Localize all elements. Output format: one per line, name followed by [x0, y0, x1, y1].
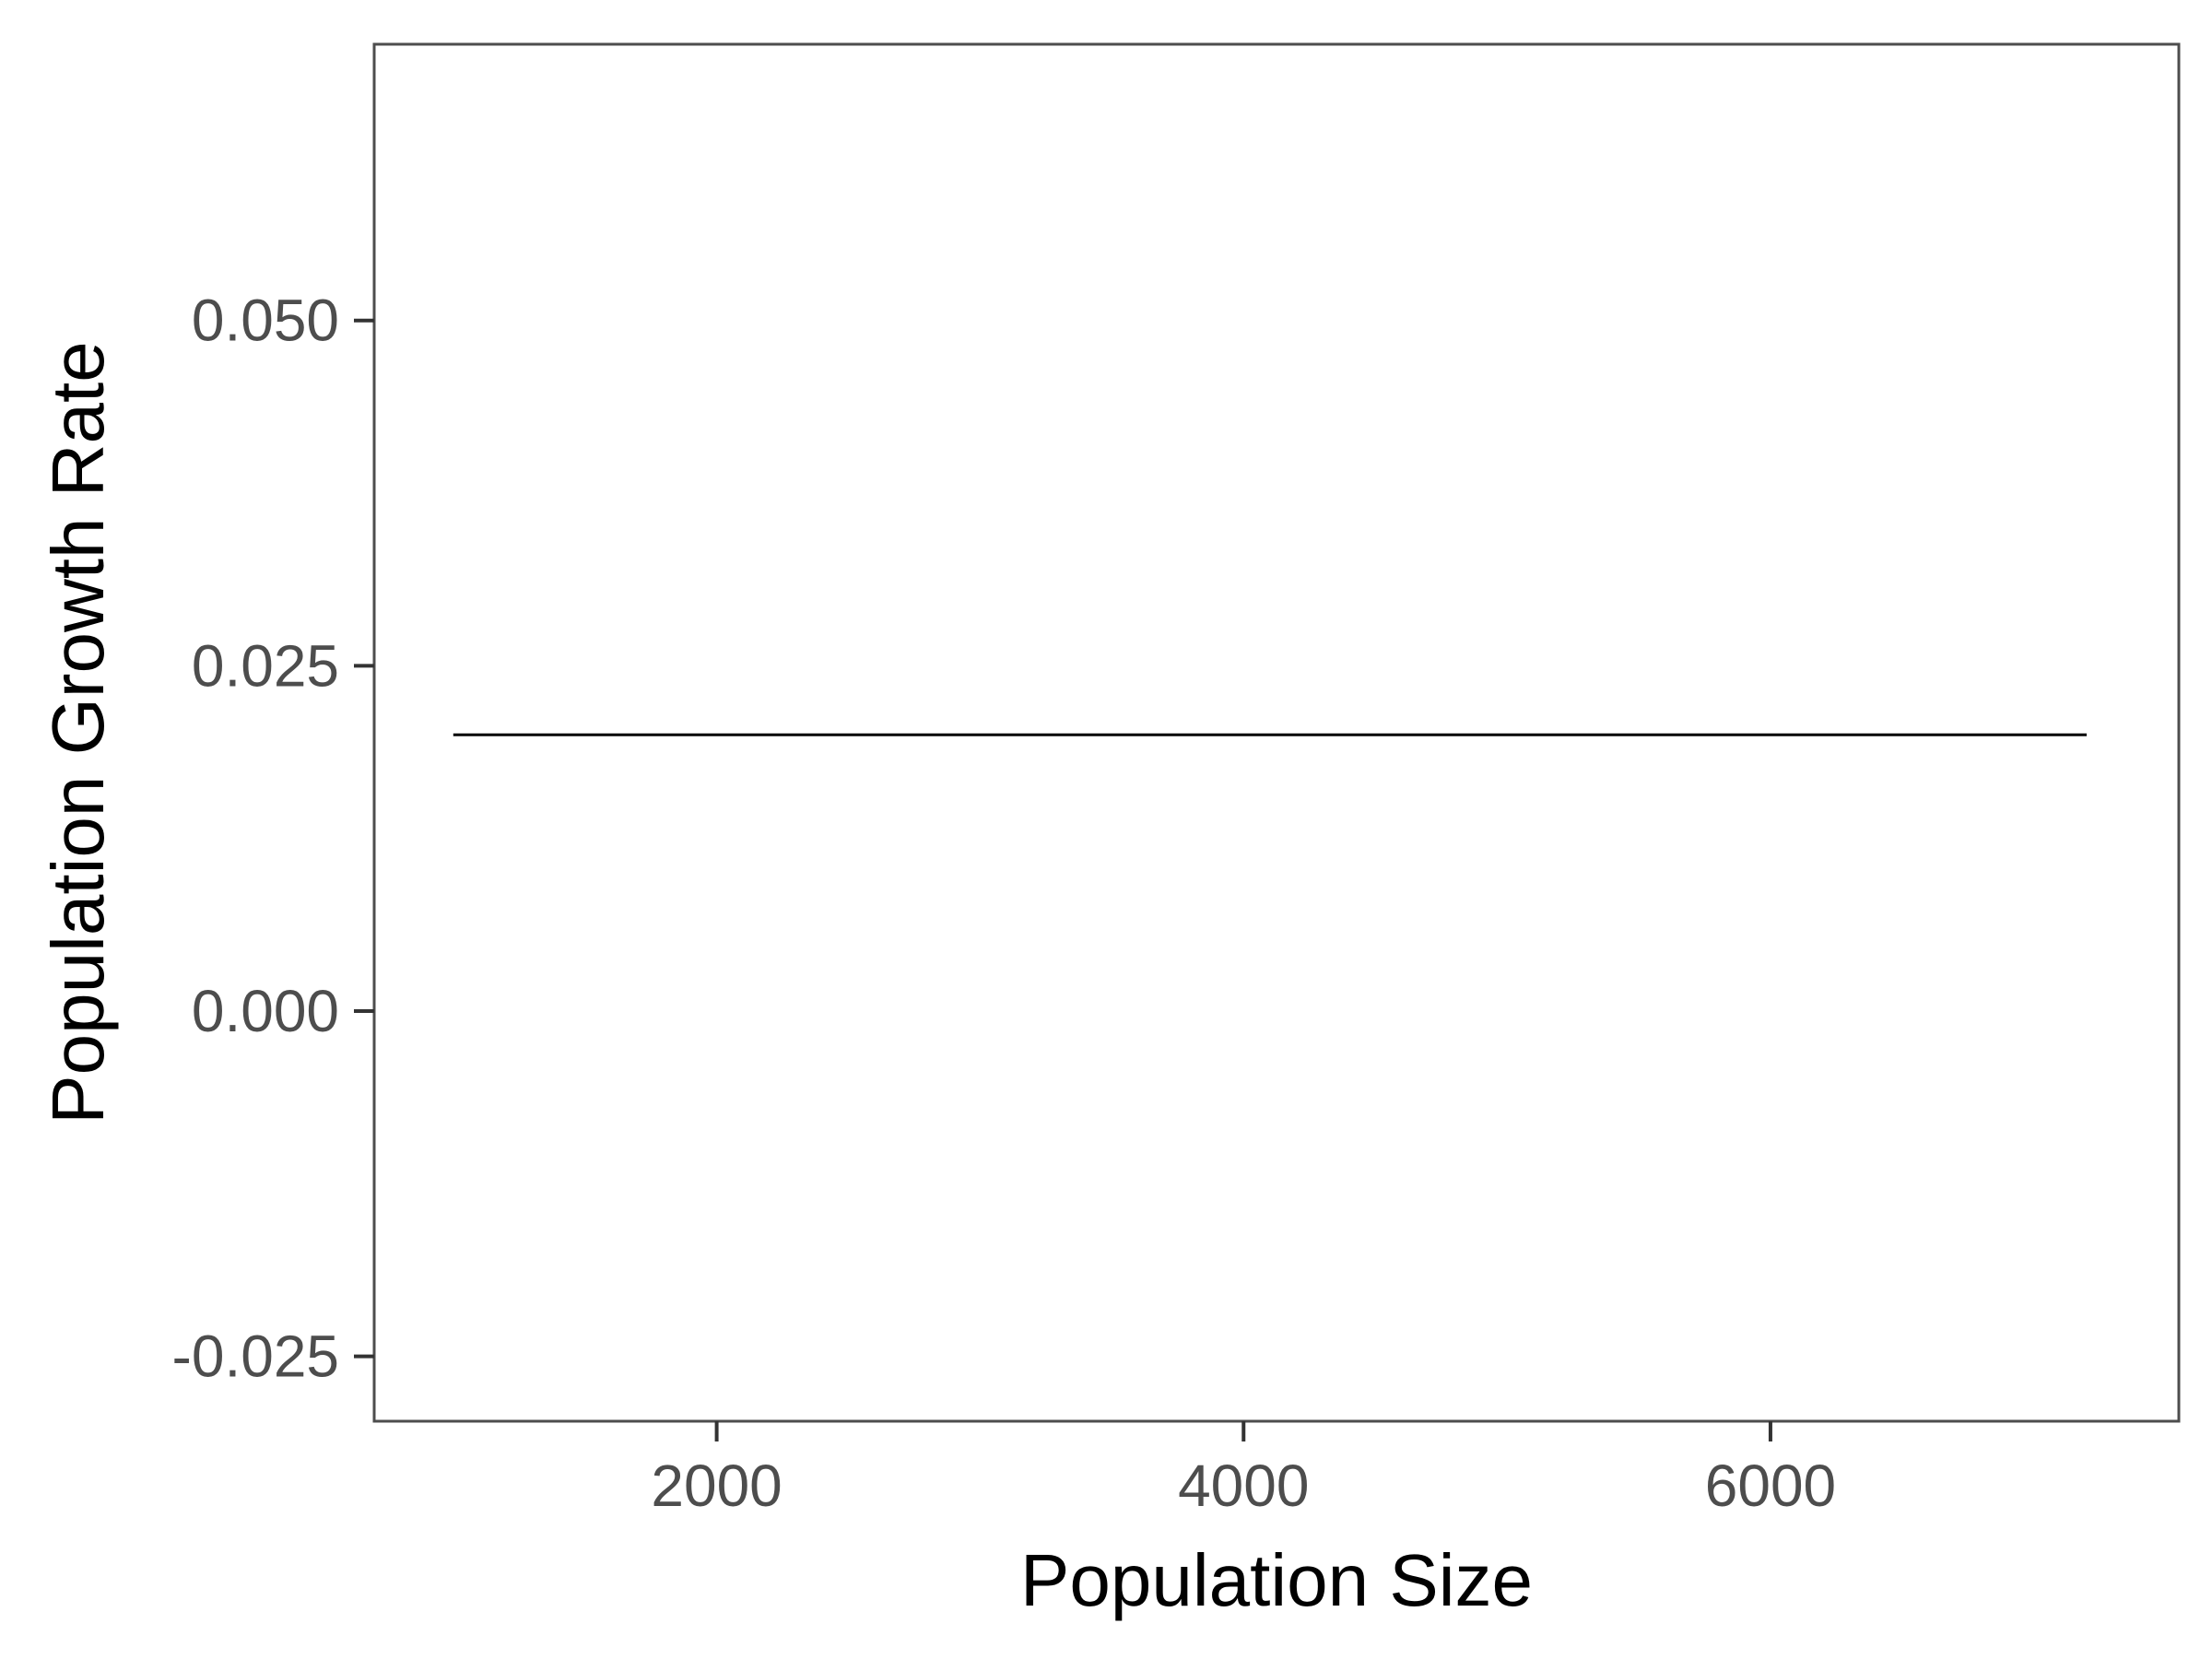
x-tick-label-1: 4000 [1178, 1453, 1309, 1519]
y-axis: 0.050 0.025 0.000 -0.025 [172, 288, 374, 1390]
y-tick-label-2: 0.000 [192, 978, 339, 1044]
y-axis-title: Population Growth Rate [37, 341, 119, 1124]
x-axis: 2000 4000 6000 [651, 1421, 1836, 1519]
y-tick-label-1: 0.025 [192, 632, 339, 699]
x-tick-label-0: 2000 [651, 1453, 782, 1519]
x-axis-title: Population Size [1020, 1539, 1533, 1621]
y-tick-label-0: 0.050 [192, 288, 339, 354]
x-tick-label-2: 6000 [1705, 1453, 1836, 1519]
panel-border [372, 42, 2181, 1423]
y-tick-label-3: -0.025 [172, 1324, 339, 1390]
